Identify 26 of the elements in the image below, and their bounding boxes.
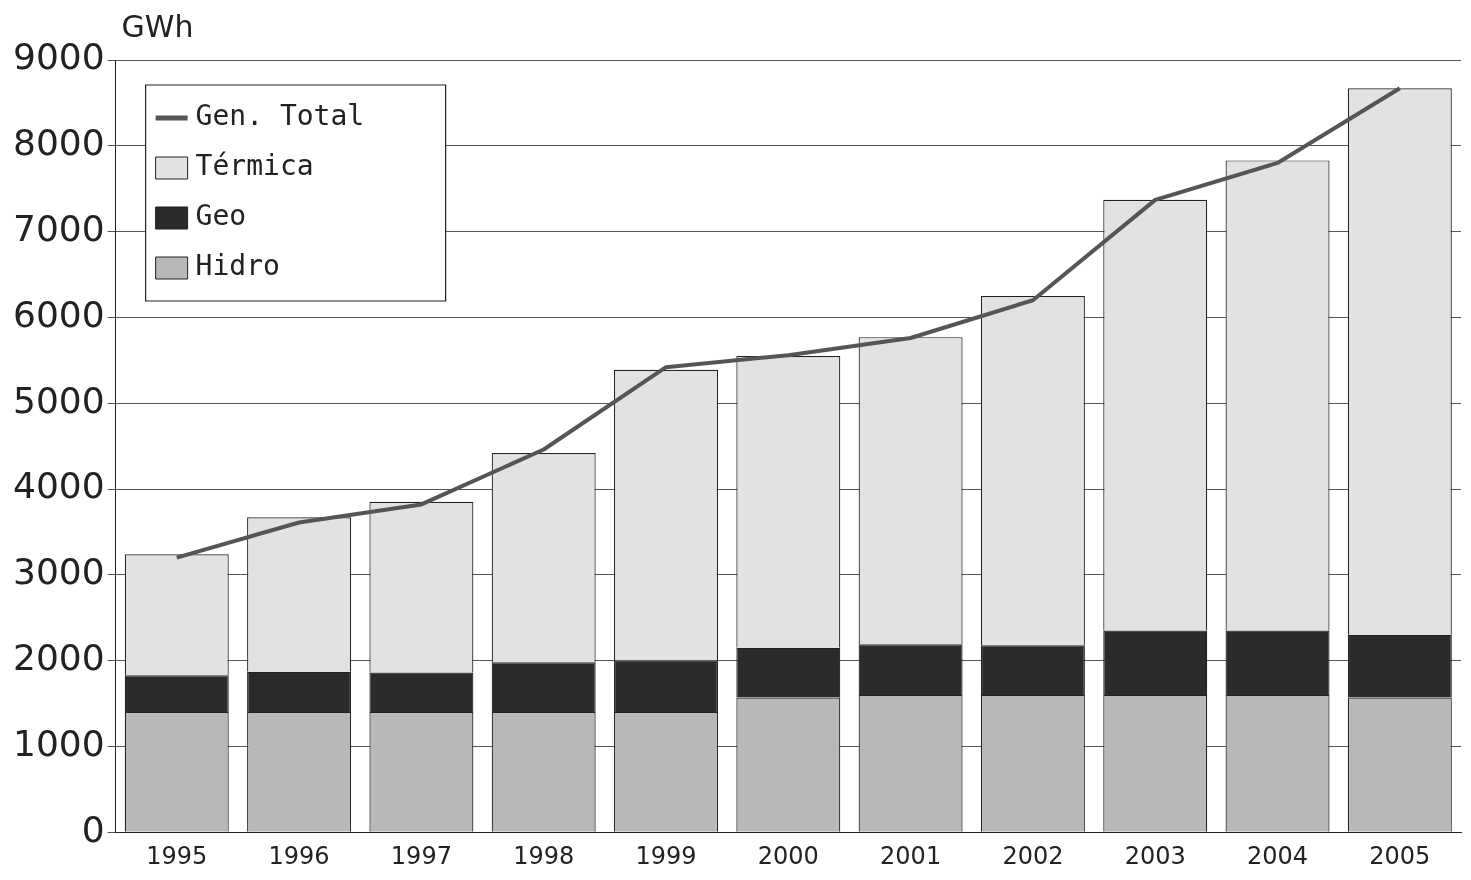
y-tick-label: 8000 xyxy=(12,122,105,164)
legend-label: Gen. Total xyxy=(195,99,365,133)
x-tick-label: 2005 xyxy=(1369,841,1431,870)
x-tick-label: 1996 xyxy=(268,841,330,870)
x-tick-label: 1995 xyxy=(146,841,208,870)
x-tick-label: 2004 xyxy=(1247,841,1309,870)
y-tick-label: 7000 xyxy=(12,207,105,249)
y-tick-label: 9000 xyxy=(12,36,105,78)
y-tick-label: 1000 xyxy=(12,722,105,764)
legend-label: Geo xyxy=(195,199,247,233)
x-tick-label: 1998 xyxy=(513,841,575,870)
y-tick-label: 6000 xyxy=(12,293,105,335)
x-tick-label: 1999 xyxy=(635,841,697,870)
x-tick-label: 1997 xyxy=(390,841,452,870)
y-tick-label: 4000 xyxy=(12,465,105,507)
legend-label: Térmica xyxy=(195,149,314,183)
y-tick-label: 5000 xyxy=(12,379,105,421)
legend-label: Hidro xyxy=(195,249,280,283)
y-tick-label: 0 xyxy=(81,808,105,850)
x-tick-label: 2002 xyxy=(1002,841,1064,870)
x-tick-label: 2000 xyxy=(757,841,819,870)
x-tick-label: 2001 xyxy=(880,841,942,870)
y-axis-title: GWh xyxy=(121,8,194,44)
y-tick-label: 2000 xyxy=(12,636,105,678)
x-tick-label: 2003 xyxy=(1124,841,1186,870)
y-tick-label: 3000 xyxy=(12,551,105,593)
